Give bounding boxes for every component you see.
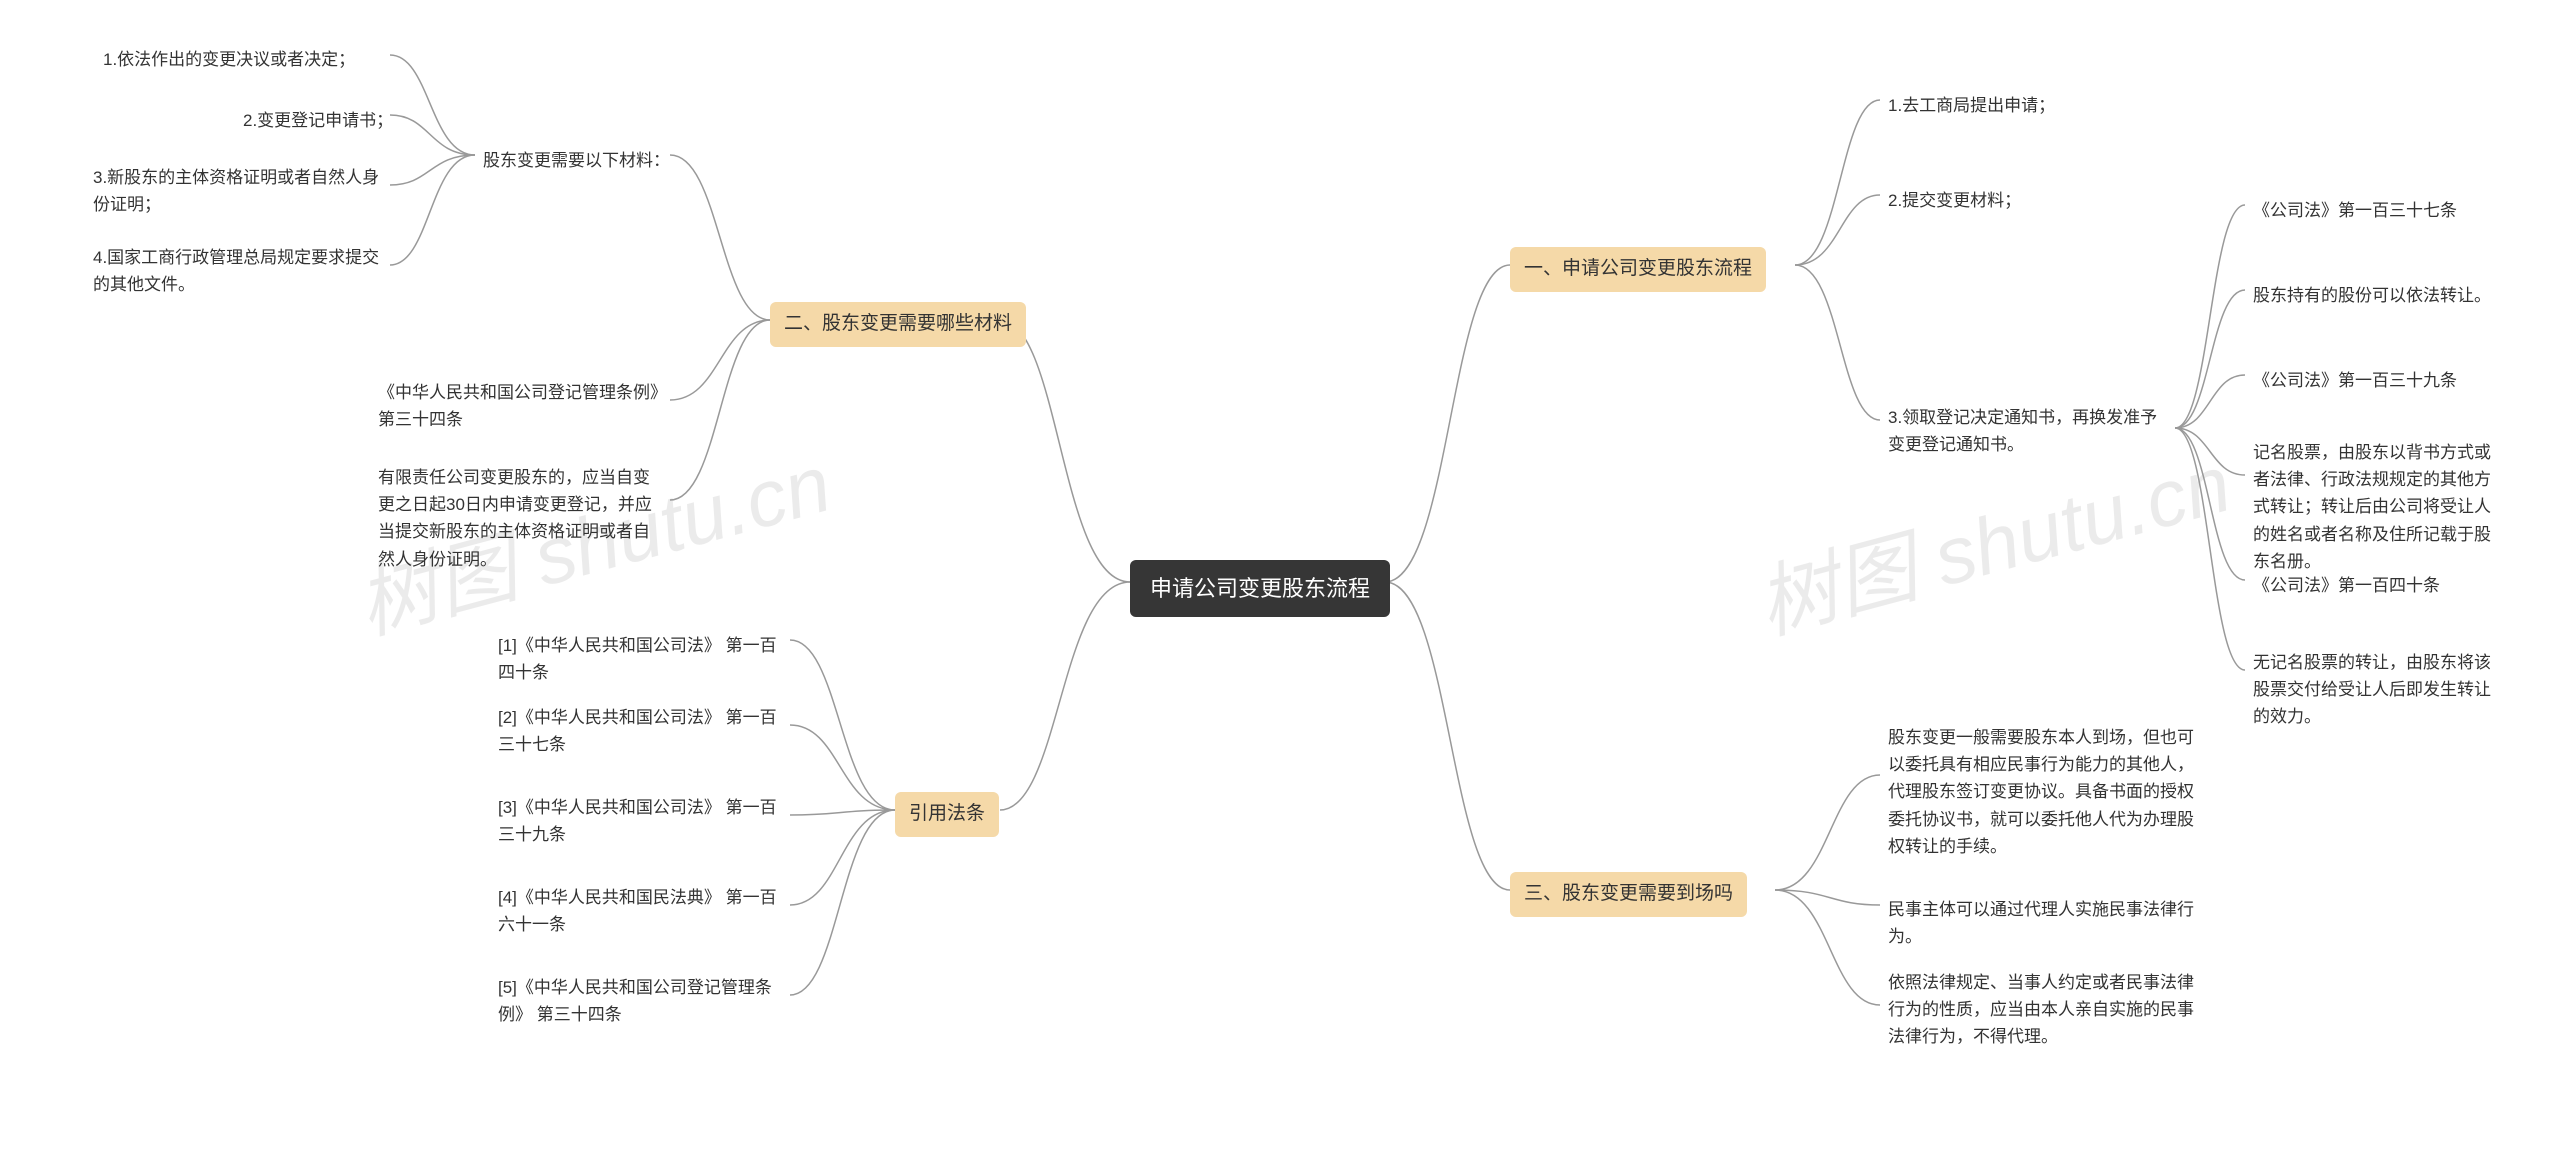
branch4-item-0: [1]《中华人民共和国公司法》 第一百四十条 [490, 628, 790, 690]
branch1-sub3-5: 无记名股票的转让，由股东将该股票交付给受让人后即发生转让的效力。 [2245, 645, 2505, 735]
branch1-sub3-4: 《公司法》第一百四十条 [2245, 568, 2448, 603]
branch2-material-2: 3.新股东的主体资格证明或者自然人身份证明； [85, 160, 395, 222]
branch-2[interactable]: 二、股东变更需要哪些材料 [770, 302, 1026, 347]
branch1-sub3-3: 记名股票，由股东以背书方式或者法律、行政法规规定的其他方式转让；转让后由公司将受… [2245, 435, 2505, 579]
branch2-extra-0: 《中华人民共和国公司登记管理条例》第三十四条 [370, 375, 670, 437]
branch1-sub3-2: 《公司法》第一百三十九条 [2245, 363, 2465, 398]
branch2-material-0: 1.依法作出的变更决议或者决定； [95, 42, 363, 77]
branch3-item-0: 股东变更一般需要股东本人到场，但也可以委托具有相应民事行为能力的其他人，代理股东… [1880, 720, 2210, 864]
branch-4[interactable]: 引用法条 [895, 792, 999, 837]
branch3-item-1: 民事主体可以通过代理人实施民事法律行为。 [1880, 892, 2210, 954]
branch2-material-3: 4.国家工商行政管理总局规定要求提交的其他文件。 [85, 240, 395, 302]
branch1-sub3-0: 《公司法》第一百三十七条 [2245, 193, 2465, 228]
branch-3[interactable]: 三、股东变更需要到场吗 [1510, 872, 1747, 917]
branch1-item-0: 1.去工商局提出申请； [1880, 88, 2063, 123]
branch4-item-3: [4]《中华人民共和国民法典》 第一百六十一条 [490, 880, 790, 942]
branch-1[interactable]: 一、申请公司变更股东流程 [1510, 247, 1766, 292]
branch4-item-1: [2]《中华人民共和国公司法》 第一百三十七条 [490, 700, 790, 762]
branch1-item-1: 2.提交变更材料； [1880, 183, 2029, 218]
branch2-heading: 股东变更需要以下材料： [475, 143, 678, 178]
root-node[interactable]: 申请公司变更股东流程 [1130, 560, 1390, 617]
branch1-sub3-1: 股东持有的股份可以依法转让。 [2245, 278, 2499, 313]
branch4-item-4: [5]《中华人民共和国公司登记管理条例》 第三十四条 [490, 970, 790, 1032]
branch2-material-1: 2.变更登记申请书； [235, 103, 401, 138]
branch4-item-2: [3]《中华人民共和国公司法》 第一百三十九条 [490, 790, 790, 852]
branch1-item-2: 3.领取登记决定通知书，再换发准予变更登记通知书。 [1880, 400, 2175, 462]
branch3-item-2: 依照法律规定、当事人约定或者民事法律行为的性质，应当由本人亲自实施的民事法律行为… [1880, 965, 2210, 1055]
branch2-extra-1: 有限责任公司变更股东的，应当自变更之日起30日内申请变更登记，并应当提交新股东的… [370, 460, 670, 577]
